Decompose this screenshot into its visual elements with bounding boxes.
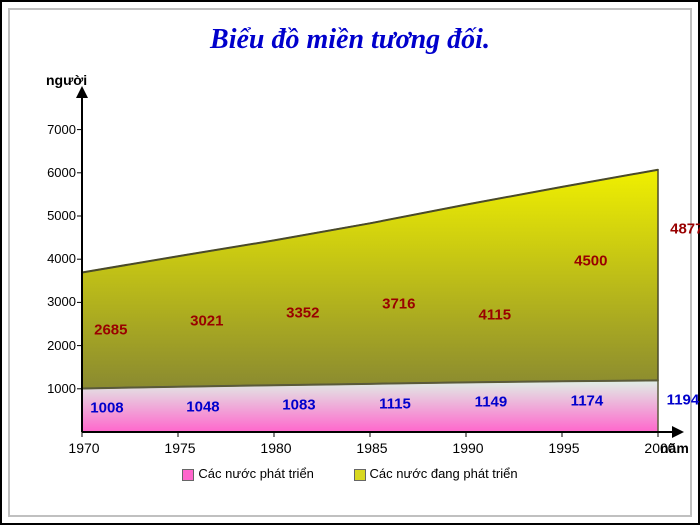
- data-label: 1115: [379, 395, 411, 412]
- y-tick-label: 2000: [38, 338, 76, 353]
- x-tick-label: 1980: [254, 440, 298, 456]
- y-tick-label: 1000: [38, 381, 76, 396]
- chart-frame: Biểu đồ miền tương đối. người năm 100020…: [0, 0, 700, 525]
- data-label: 1048: [186, 398, 219, 415]
- legend-label-developed: Các nước phát triển: [198, 466, 314, 481]
- data-label: 1083: [282, 397, 315, 414]
- y-tick-label: 6000: [38, 165, 76, 180]
- x-tick-label: 1970: [62, 440, 106, 456]
- data-label: 1008: [90, 400, 123, 417]
- legend-swatch-developed: [182, 469, 194, 481]
- x-tick-label: 1985: [350, 440, 394, 456]
- data-label: 4115: [479, 306, 512, 323]
- plot-area: [82, 108, 658, 432]
- chart-inner: Biểu đồ miền tương đối. người năm 100020…: [8, 8, 692, 517]
- y-tick-label: 7000: [38, 122, 76, 137]
- x-tick-label: 1990: [446, 440, 490, 456]
- area-chart-svg: [82, 108, 658, 432]
- y-axis-label: người: [46, 72, 87, 88]
- data-label: 3716: [382, 295, 415, 312]
- data-label: 1194: [667, 392, 700, 409]
- legend-item-developed: Các nước phát triển: [182, 466, 314, 481]
- y-tick-label: 3000: [38, 294, 76, 309]
- legend: Các nước phát triển Các nước đang phát t…: [10, 466, 690, 481]
- data-label: 1174: [571, 393, 604, 410]
- y-tick-label: 4000: [38, 251, 76, 266]
- data-label: 2685: [94, 322, 127, 339]
- chart-title: Biểu đồ miền tương đối.: [10, 24, 690, 56]
- legend-swatch-developing: [354, 469, 366, 481]
- data-label: 3021: [190, 313, 223, 330]
- data-label: 3352: [286, 304, 319, 321]
- legend-item-developing: Các nước đang phát triển: [354, 466, 518, 481]
- data-label: 1149: [475, 394, 508, 411]
- x-tick-label: 1975: [158, 440, 202, 456]
- data-label: 4877: [670, 220, 700, 237]
- x-tick-label: 2000: [638, 440, 682, 456]
- y-tick-label: 5000: [38, 208, 76, 223]
- data-label: 4500: [574, 252, 607, 269]
- legend-label-developing: Các nước đang phát triển: [370, 466, 518, 481]
- x-tick-label: 1995: [542, 440, 586, 456]
